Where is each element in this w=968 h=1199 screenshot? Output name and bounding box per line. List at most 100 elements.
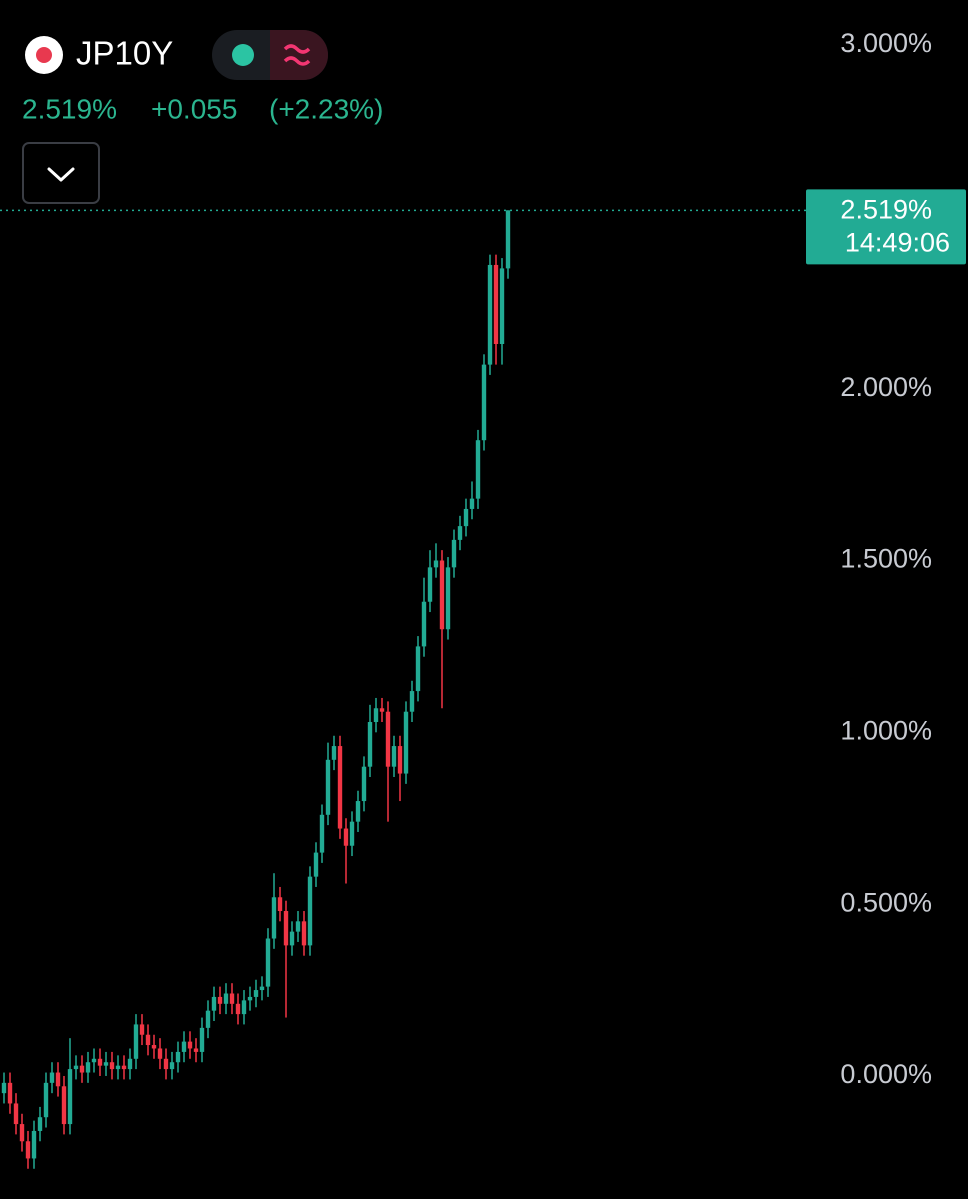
candle-body bbox=[109, 1062, 115, 1070]
candle-body bbox=[31, 1130, 37, 1159]
candle-body bbox=[403, 711, 409, 774]
candle-body bbox=[505, 210, 511, 269]
candle-body bbox=[445, 567, 451, 630]
candle-body bbox=[349, 821, 355, 846]
candle-body bbox=[259, 986, 265, 991]
candle-body bbox=[247, 996, 253, 1001]
candle-body bbox=[397, 746, 403, 774]
candle-body bbox=[481, 364, 487, 441]
candle-body bbox=[181, 1041, 187, 1052]
delayed-icon bbox=[283, 44, 311, 66]
candle-body bbox=[229, 993, 235, 1004]
y-tick-label: 3.000% bbox=[840, 28, 932, 58]
candle-body bbox=[355, 801, 361, 822]
candle-body bbox=[91, 1058, 97, 1063]
candle-body bbox=[463, 508, 469, 527]
candle-body bbox=[13, 1103, 19, 1125]
market-open-dot bbox=[232, 44, 254, 66]
candle-body bbox=[43, 1082, 49, 1118]
candle-body bbox=[217, 996, 223, 1004]
candle-body bbox=[175, 1051, 181, 1063]
candle-body bbox=[211, 996, 217, 1011]
last-price-label: 2.519% bbox=[840, 194, 932, 224]
candle-body bbox=[145, 1034, 151, 1046]
candle-body bbox=[379, 708, 385, 712]
candle-body bbox=[289, 931, 295, 946]
candle-body bbox=[7, 1082, 13, 1104]
candle-body bbox=[475, 440, 481, 499]
collapse-button[interactable] bbox=[22, 142, 100, 204]
candle-body bbox=[127, 1058, 133, 1070]
change: +0.055 bbox=[151, 93, 237, 124]
candle-body bbox=[283, 911, 289, 946]
candle-body bbox=[337, 746, 343, 829]
candle-body bbox=[427, 567, 433, 602]
candle-body bbox=[187, 1041, 193, 1049]
candle-body bbox=[49, 1072, 55, 1083]
plot-area: 0.000%0.500%1.000%1.500%2.000%2.500%3.00… bbox=[0, 28, 966, 1169]
candle-body bbox=[493, 264, 499, 344]
candle-body bbox=[37, 1117, 43, 1131]
header: JP10Y 2.519% +0.055 (+2.23%) bbox=[22, 30, 383, 204]
candle-body bbox=[499, 268, 505, 344]
candle-body bbox=[439, 560, 445, 630]
candle-body bbox=[163, 1058, 169, 1070]
candle-body bbox=[451, 539, 457, 568]
candle-body bbox=[139, 1024, 145, 1035]
candle-body bbox=[133, 1024, 139, 1059]
candle-body bbox=[193, 1048, 199, 1052]
candle-body bbox=[157, 1048, 163, 1059]
candle-body bbox=[295, 921, 301, 932]
candle-body bbox=[253, 990, 259, 997]
change-percent: (+2.23%) bbox=[269, 93, 383, 124]
y-tick-label: 2.000% bbox=[840, 372, 932, 402]
candle-body bbox=[115, 1065, 121, 1070]
candle-body bbox=[205, 1010, 211, 1028]
candle-body bbox=[265, 938, 271, 987]
candle-body bbox=[55, 1072, 61, 1087]
candle-body bbox=[409, 691, 415, 712]
candle-body bbox=[391, 746, 397, 767]
last-price-tag bbox=[806, 189, 966, 265]
candle-body bbox=[307, 876, 313, 946]
candle-body bbox=[361, 766, 367, 802]
y-tick-label: 1.000% bbox=[840, 715, 932, 745]
candle-body bbox=[1, 1082, 7, 1094]
candle-body bbox=[343, 828, 349, 846]
candle-body bbox=[367, 722, 373, 767]
status-pill-right bbox=[270, 30, 328, 80]
candle-body bbox=[415, 646, 421, 692]
candle-body bbox=[103, 1062, 109, 1066]
candle-body bbox=[73, 1065, 79, 1070]
symbol: JP10Y bbox=[76, 35, 173, 72]
candle-body bbox=[223, 993, 229, 1004]
candle-body bbox=[457, 526, 463, 540]
candle-body bbox=[85, 1062, 91, 1073]
candle-body bbox=[199, 1027, 205, 1052]
candle-body bbox=[331, 746, 337, 760]
candle-body bbox=[67, 1069, 73, 1125]
y-tick-label: 0.000% bbox=[840, 1059, 932, 1089]
candle-body bbox=[61, 1086, 67, 1125]
candle-body bbox=[301, 921, 307, 946]
candle-body bbox=[271, 897, 277, 939]
candle-body bbox=[235, 1003, 241, 1015]
candle-body bbox=[19, 1124, 25, 1142]
chevron-icon bbox=[47, 167, 75, 182]
y-tick-label: 1.500% bbox=[840, 544, 932, 574]
candle-body bbox=[97, 1058, 103, 1066]
candle-body bbox=[469, 498, 475, 509]
last-time-label: 14:49:06 bbox=[845, 227, 950, 257]
candle-body bbox=[241, 1000, 247, 1015]
candle-body bbox=[319, 814, 325, 853]
candle-body bbox=[421, 601, 427, 647]
flag-dot bbox=[36, 47, 52, 63]
candle-body bbox=[313, 852, 319, 877]
candle-body bbox=[325, 759, 331, 815]
candle-body bbox=[277, 897, 283, 912]
y-tick-label: 0.500% bbox=[840, 887, 932, 917]
candle-body bbox=[151, 1045, 157, 1049]
candle-body bbox=[487, 264, 493, 365]
